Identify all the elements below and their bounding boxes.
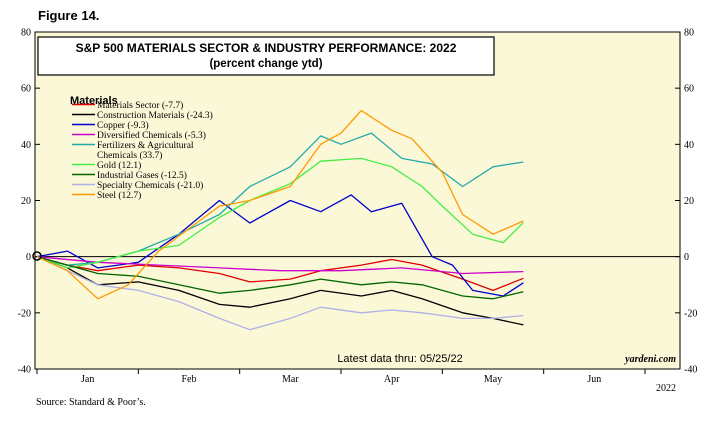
x-tick-label: Jun [587, 374, 601, 385]
series-line [36, 256, 524, 275]
legend: Materials Materials Sector (-7.7)Constru… [70, 95, 213, 201]
watermark: yardeni.com [624, 354, 676, 365]
y-tick-label-left: 0 [26, 252, 31, 263]
y-tick-label-right: 20 [684, 196, 694, 207]
x-tick-label: Mar [282, 374, 299, 385]
chart-subtitle: (percent change ytd) [209, 58, 322, 70]
legend-label: Fertilizers & Agricultural [97, 141, 194, 151]
y-tick-label-left: -40 [18, 365, 31, 376]
figure-label: Figure 14. [38, 8, 100, 23]
x-tick-label: Apr [384, 374, 400, 385]
legend-label: Materials Sector (-7.7) [97, 100, 183, 111]
legend-label: Diversified Chemicals (-5.3) [97, 130, 206, 141]
x-tick-label: Jan [81, 374, 94, 385]
y-tick-label-right: 80 [684, 28, 694, 39]
year-label: 2022 [656, 383, 676, 394]
latest-data-annotation: Latest data thru: 05/25/22 [337, 353, 462, 365]
series-line [36, 109, 524, 300]
legend-label: Specialty Chemicals (-21.0) [97, 180, 203, 191]
legend-label: Gold (12.1) [97, 160, 141, 171]
legend-label: Industrial Gases (-12.5) [97, 170, 187, 181]
x-axis: Jan Feb Mar Apr May Jun [36, 369, 646, 385]
legend-label: Chemicals (33.7) [97, 150, 162, 161]
y-tick-label-right: -20 [684, 308, 697, 319]
y-tick-label-left: 60 [21, 84, 31, 95]
series-line [36, 256, 524, 292]
y-tick-label-right: 40 [684, 140, 694, 151]
series-line [36, 256, 524, 331]
x-tick-label: May [484, 374, 502, 385]
y-tick-label-left: 80 [21, 28, 31, 39]
legend-label: Steel (12.7) [97, 190, 141, 201]
y-tick-label-right: 60 [684, 84, 694, 95]
x-tick-label: Feb [182, 374, 197, 385]
y-axes: -40 -40 -20 -20 0 0 20 20 40 40 60 60 80 80 [18, 28, 698, 376]
y-tick-label-left: 20 [21, 196, 31, 207]
legend-label: Construction Materials (-24.3) [97, 110, 213, 121]
origin-marker [32, 251, 42, 261]
y-tick-label-left: 40 [21, 140, 31, 151]
chart-title: S&P 500 MATERIALS SECTOR & INDUSTRY PERF… [76, 41, 457, 55]
title-box [37, 36, 495, 76]
series-line [36, 256, 524, 300]
legend-label: Copper (-9.3) [97, 120, 149, 131]
series-line [36, 157, 524, 269]
series-lines [36, 109, 524, 331]
y-tick-label-left: -20 [18, 308, 31, 319]
series-line [36, 256, 524, 326]
source-note: Source: Standard & Poor’s. [36, 397, 146, 408]
y-tick-label-right: -40 [684, 365, 697, 376]
y-tick-label-right: 0 [684, 252, 689, 263]
